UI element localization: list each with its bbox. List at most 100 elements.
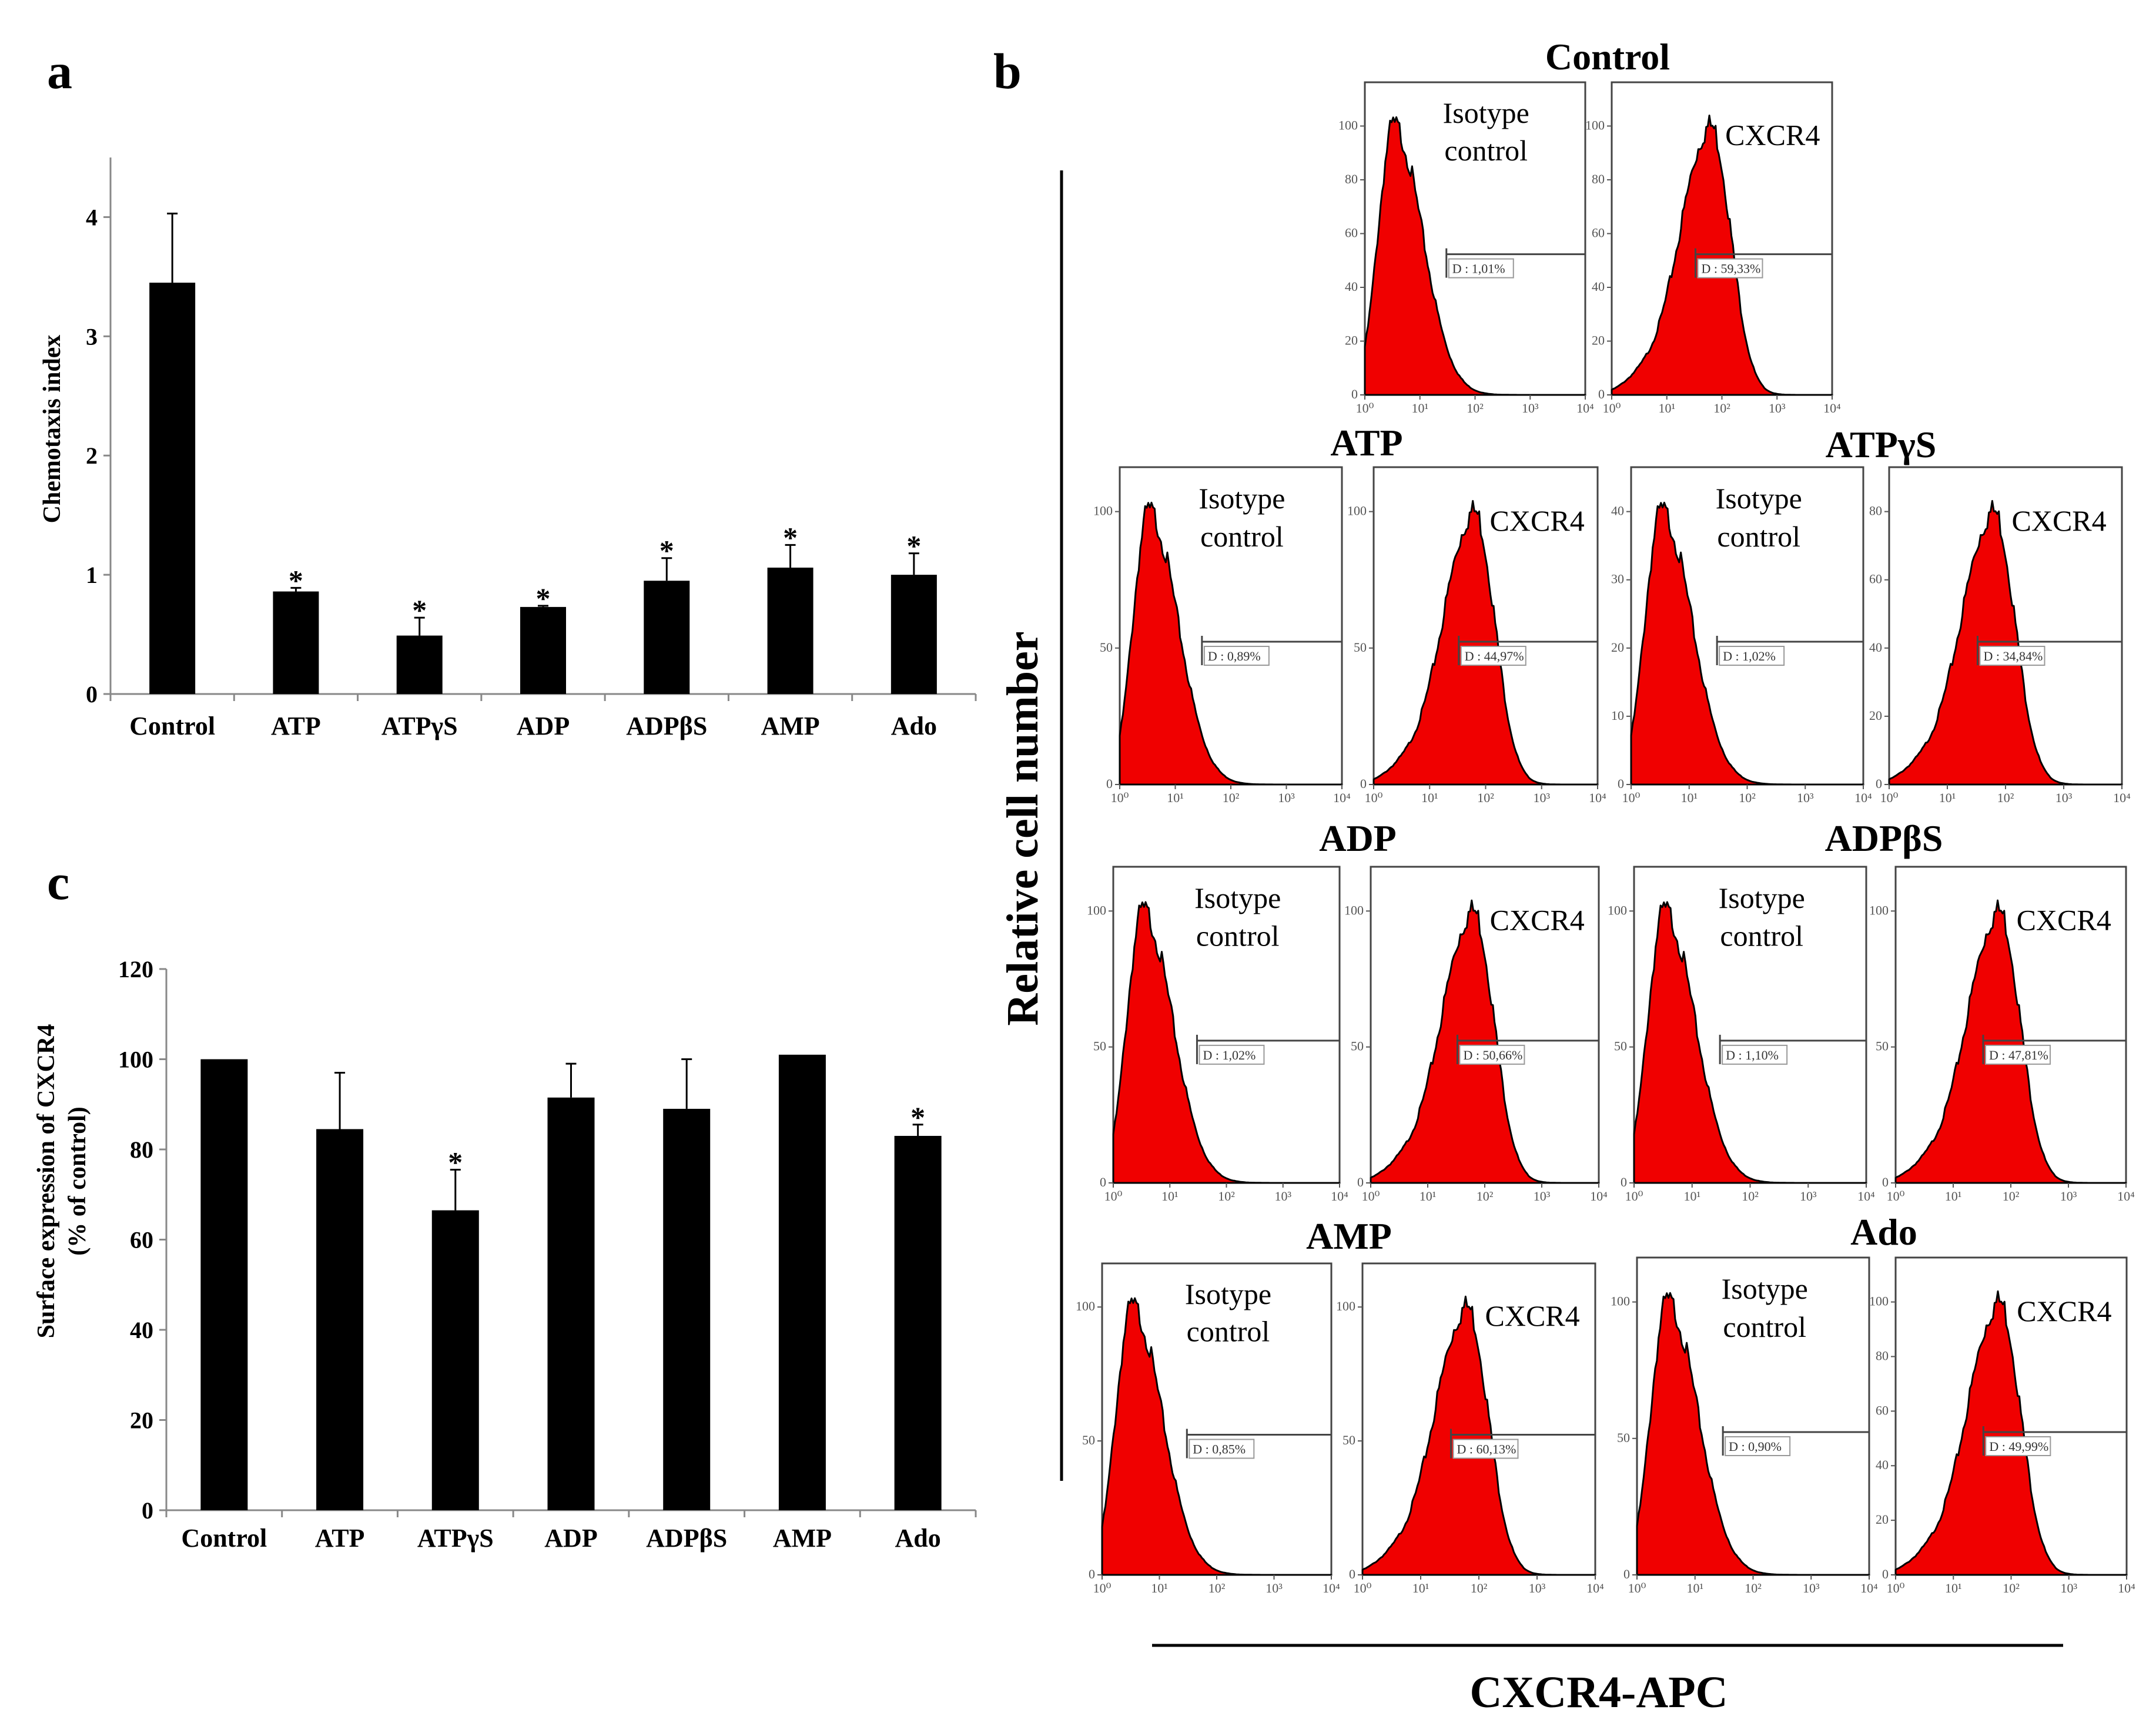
y-tick-label: 0 (1882, 1175, 1889, 1189)
y-tick-label: 100 (1336, 1299, 1355, 1313)
y-tick-label: 2 (86, 442, 98, 469)
y-tick-label: 0 (1598, 387, 1605, 401)
x-tick-label: 10¹ (1151, 1581, 1168, 1595)
histogram-label: Isotype (1443, 96, 1529, 129)
y-tick-label: 100 (1585, 118, 1605, 132)
histogram-label: Isotype (1722, 1272, 1808, 1305)
histogram-curve (1636, 1292, 1870, 1576)
cxcr4-histogram: D : 59,33% CXCR4 0 20 40 60 80 100 10⁰ 10¹ 10² 10³ 1… (1585, 81, 1841, 415)
chart-a-ylabel: Chemotaxis index (39, 335, 66, 524)
histogram-curve (1372, 499, 1599, 786)
x-tick-label: 10³ (1534, 1189, 1551, 1203)
y-tick-label: 50 (1093, 1039, 1106, 1054)
x-tick-label: 10⁰ (1354, 1581, 1372, 1595)
histogram-label: CXCR4 (1725, 118, 1820, 151)
y-tick-label: 100 (1608, 903, 1627, 917)
category-label: AMP (761, 712, 819, 740)
gate-label: D : 1,10% (1726, 1048, 1779, 1062)
x-tick-label: 10² (1477, 1189, 1494, 1203)
histogram-label-line2: control (1717, 520, 1800, 553)
y-tick-label: 100 (1347, 504, 1367, 518)
condition-title: ADPβS (1825, 817, 1943, 859)
histogram-curve (1364, 116, 1586, 396)
gate-label: D : 1,01% (1452, 261, 1505, 276)
histogram-curve (1894, 899, 2127, 1184)
x-tick-label: 10² (1467, 401, 1484, 415)
y-tick-label: 0 (1106, 776, 1113, 791)
x-tick-label: 10² (1223, 790, 1240, 805)
gate-label: D : 59,33% (1702, 261, 1761, 276)
significance-marker: * (910, 1101, 925, 1134)
y-tick-label: 100 (1611, 1294, 1630, 1309)
gate-label-box (1984, 1044, 2051, 1065)
category-label: Ado (895, 1524, 941, 1553)
isotype-histogram: D : 1,01% Isotype control 0 20 40 60 80 100 10⁰ 10… (1338, 81, 1594, 415)
x-tick-label: 10¹ (1411, 401, 1428, 415)
y-tick-label: 40 (1611, 504, 1624, 518)
y-tick-label: 100 (1087, 903, 1106, 917)
y-tick-label: 40 (1592, 279, 1605, 294)
bar (663, 1108, 711, 1510)
y-tick-label: 60 (1592, 225, 1605, 240)
histogram-label: Isotype (1194, 881, 1281, 914)
y-tick-label: 0 (1349, 1567, 1355, 1581)
x-tick-label: 10³ (1522, 401, 1539, 415)
x-tick-label: 10³ (1803, 1581, 1820, 1595)
y-tick-label: 40 (1876, 1457, 1889, 1472)
y-tick-label: 80 (1592, 172, 1605, 186)
y-tick-label: 20 (130, 1407, 153, 1434)
x-tick-label: 10² (1745, 1581, 1762, 1595)
x-tick-label: 10⁰ (1104, 1189, 1123, 1203)
cxcr4-histogram: D : 44,97% CXCR4 0 50 100 10⁰ 10¹ 10² 10³ 10⁴ (1347, 466, 1606, 805)
gate-label: D : 50,66% (1463, 1048, 1522, 1062)
gate-label: D : 0,85% (1193, 1442, 1246, 1457)
y-tick-label: 0 (1623, 1567, 1630, 1581)
x-tick-label: 10¹ (1420, 1189, 1437, 1203)
panel-label-c: c (47, 854, 69, 910)
isotype-histogram: D : 0,89% Isotype control 0 50 100 10⁰ 10¹ 10² 10… (1093, 466, 1351, 805)
y-tick-label: 50 (1351, 1039, 1364, 1054)
bar (644, 581, 690, 694)
y-tick-label: 0 (1360, 776, 1367, 791)
histogram-curve (1370, 899, 1600, 1184)
x-tick-label: 10⁴ (1331, 1189, 1348, 1203)
y-tick-label: 100 (1093, 504, 1113, 518)
histogram-curve (1101, 1297, 1333, 1576)
y-tick-label: 100 (1344, 903, 1364, 917)
gate-label-box (1725, 1436, 1791, 1456)
x-tick-label: 10³ (1797, 790, 1814, 805)
cxcr4-histogram: D : 47,81% CXCR4 0 50 100 10⁰ 10¹ 10² 10³ 10⁴ (1869, 866, 2135, 1203)
histogram-label-line2: control (1720, 920, 1803, 953)
x-tick-label: 10¹ (1412, 1581, 1429, 1595)
y-tick-label: 1 (86, 562, 98, 588)
isotype-histogram: D : 1,10% Isotype control 0 50 100 10⁰ 10¹ 10² 10… (1608, 866, 1875, 1203)
gate-label-box (1460, 646, 1526, 666)
histogram-curve (1894, 1290, 2128, 1576)
x-tick-label: 10³ (1278, 790, 1295, 805)
category-label: ATPγS (381, 712, 458, 740)
histogram-label-line2: control (1200, 520, 1284, 553)
b-yaxis-label: Relative cell number (998, 631, 1047, 1025)
category-label: ATP (315, 1524, 365, 1553)
condition-title: ATP (1330, 422, 1402, 464)
y-tick-label: 20 (1876, 1512, 1889, 1527)
gate-label-box (1198, 1044, 1265, 1065)
histogram-label: Isotype (1198, 482, 1285, 515)
y-tick-label: 50 (1614, 1039, 1627, 1054)
y-tick-label: 50 (1617, 1430, 1630, 1445)
x-tick-label: 10⁴ (2117, 1189, 2135, 1203)
chart-c-surface-expression: Surface expression of CXCR4 (% of contro… (33, 956, 977, 1553)
histogram-label: CXCR4 (2017, 904, 2111, 937)
x-tick-label: 10³ (1800, 1189, 1817, 1203)
histogram-curve (1630, 501, 1864, 786)
x-tick-label: 10⁴ (1823, 401, 1841, 415)
y-tick-label: 80 (1345, 172, 1358, 186)
x-tick-label: 10³ (2060, 1189, 2077, 1203)
y-tick-label: 30 (1611, 572, 1624, 586)
chart-c-ylabel-2: (% of control) (64, 1107, 91, 1256)
x-tick-label: 10⁰ (1622, 790, 1641, 805)
y-tick-label: 0 (142, 1497, 153, 1524)
bar (520, 606, 566, 694)
category-label: ADP (544, 1524, 597, 1553)
x-tick-label: 10¹ (1680, 790, 1698, 805)
